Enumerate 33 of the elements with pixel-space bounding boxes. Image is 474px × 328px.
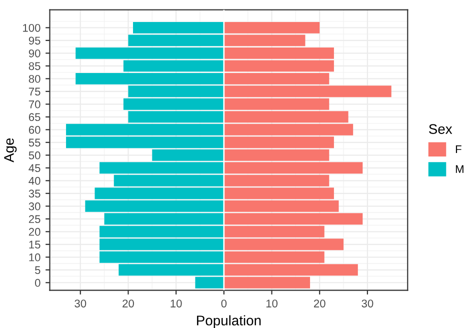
y-tick-label: 70	[28, 100, 40, 108]
y-tick-label: 75	[28, 88, 40, 96]
y-tick-label: 55	[28, 138, 40, 147]
y-tick-label: 15	[29, 240, 40, 249]
y-tick-label: 65	[28, 113, 40, 122]
y-tick-label: 10	[29, 253, 40, 262]
y-tick-label: 100	[23, 24, 40, 32]
y-tick-label: 80	[28, 74, 40, 83]
x-tick-label: 0	[221, 300, 227, 308]
y-tick-label: 20	[28, 228, 40, 236]
y-tick-label: 90	[28, 49, 40, 58]
y-tick-label: 60	[28, 126, 40, 134]
x-tick-label: 30	[74, 300, 86, 308]
y-tick-label: 0	[34, 278, 40, 287]
y-tick-label: 35	[28, 190, 40, 198]
x-tick-label: 20	[122, 300, 134, 308]
y-tick-label: 95	[28, 36, 40, 45]
x-tick-label: 10	[266, 300, 278, 308]
x-axis-title: Population	[197, 315, 261, 328]
y-tick-label: 25	[28, 215, 40, 224]
x-tick-label: 20	[314, 300, 326, 308]
y-tick-label: 30	[28, 202, 40, 210]
x-tick-label: 30	[362, 300, 374, 308]
x-tick-label: 10	[170, 300, 182, 308]
y-tick-label: 45	[28, 164, 40, 172]
y-tick-label: 40	[28, 176, 40, 185]
legend-title: Sex	[429, 124, 452, 134]
y-tick-label: 5	[35, 266, 40, 274]
legend-label: F	[456, 145, 462, 154]
legend-label: M	[456, 165, 464, 173]
y-axis-title: Age	[4, 138, 17, 162]
y-tick-label: 50	[28, 151, 40, 160]
y-tick-label: 85	[28, 62, 40, 70]
